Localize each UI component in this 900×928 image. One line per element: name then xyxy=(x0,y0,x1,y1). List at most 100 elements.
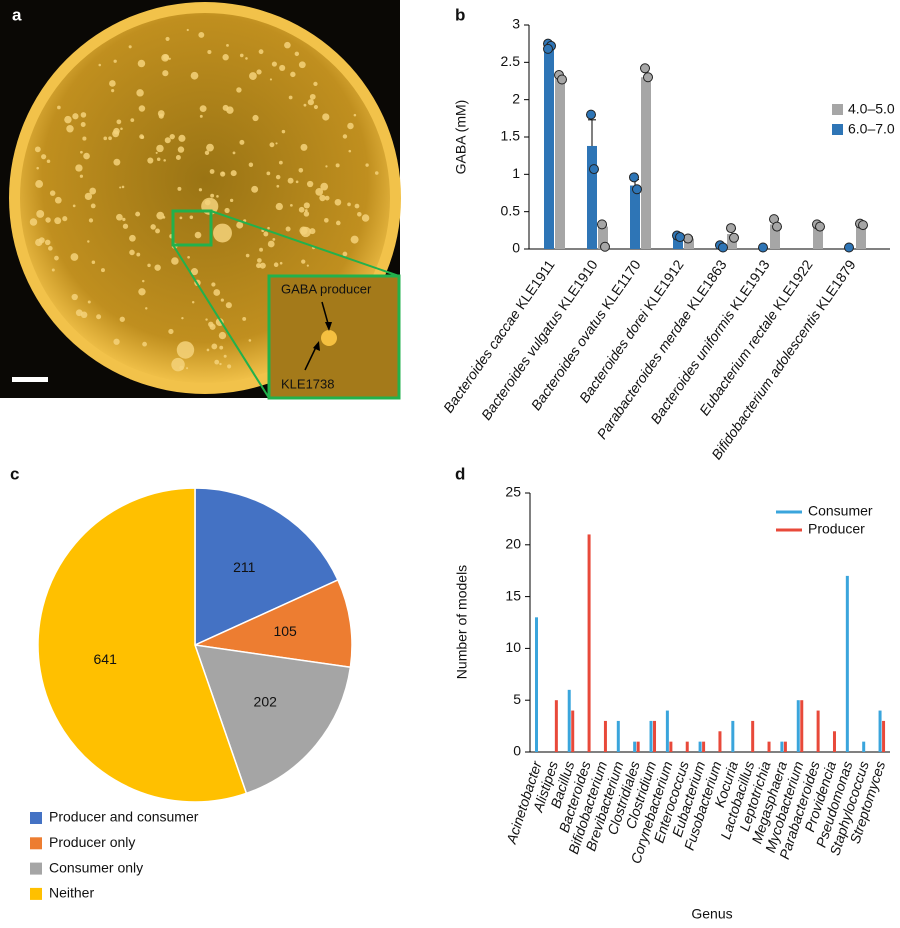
replicate-point xyxy=(597,219,607,230)
colony xyxy=(325,165,328,168)
colony xyxy=(205,318,208,321)
colony xyxy=(181,316,184,320)
bar xyxy=(816,710,820,752)
colony xyxy=(54,196,62,204)
colony xyxy=(219,345,224,350)
panel-label: d xyxy=(455,464,465,483)
colony xyxy=(157,110,165,117)
colony xyxy=(145,307,148,310)
colony xyxy=(263,231,269,237)
colony xyxy=(171,257,179,265)
colony xyxy=(62,216,68,222)
y-tick-label: 2.5 xyxy=(501,53,521,69)
legend-label: 4.0–5.0 xyxy=(848,101,895,117)
colony xyxy=(354,203,360,209)
colony xyxy=(142,279,145,283)
legend-swatch xyxy=(30,812,42,824)
colony xyxy=(194,231,202,239)
colony xyxy=(161,53,169,62)
bar xyxy=(649,720,653,752)
colony xyxy=(54,255,59,261)
bar xyxy=(702,741,706,752)
colony xyxy=(239,139,245,145)
arrow xyxy=(304,344,318,371)
colony xyxy=(162,216,166,219)
replicate-point xyxy=(758,242,768,253)
colony xyxy=(113,59,117,63)
colony xyxy=(273,262,279,268)
colony xyxy=(298,61,306,69)
colony xyxy=(303,103,307,107)
colony xyxy=(324,195,330,201)
colony xyxy=(213,289,221,296)
colony xyxy=(285,226,291,232)
colony xyxy=(271,61,277,67)
colony xyxy=(156,157,161,161)
colony xyxy=(139,134,144,139)
colony xyxy=(272,237,276,241)
colony xyxy=(227,364,232,369)
colony xyxy=(225,302,232,309)
colony xyxy=(36,166,39,170)
bar xyxy=(653,720,657,752)
colony xyxy=(222,54,229,61)
colony xyxy=(190,71,199,80)
colony xyxy=(147,157,154,164)
replicate-point xyxy=(589,164,599,175)
inset-source xyxy=(171,209,213,247)
colony xyxy=(300,143,308,151)
colony xyxy=(342,134,348,139)
annotation: GABA producer xyxy=(281,281,372,296)
colony xyxy=(357,211,362,217)
y-axis-label: Number of models xyxy=(454,565,470,679)
colony xyxy=(251,185,259,193)
colony xyxy=(119,316,125,322)
colony xyxy=(248,339,252,342)
colony xyxy=(109,80,116,87)
colony xyxy=(209,169,215,174)
colony xyxy=(87,300,91,304)
colony xyxy=(284,41,291,49)
bar xyxy=(641,77,651,250)
colony xyxy=(128,45,132,49)
colony xyxy=(190,268,199,276)
slice-label: 211 xyxy=(233,559,256,575)
colony xyxy=(276,184,280,188)
colony xyxy=(54,217,62,225)
bar xyxy=(783,741,787,752)
colony xyxy=(281,129,286,134)
colony xyxy=(135,211,141,217)
colony xyxy=(137,59,146,68)
colony xyxy=(177,146,185,153)
colony xyxy=(252,114,259,122)
colony xyxy=(309,93,316,100)
colony xyxy=(84,192,93,201)
colony xyxy=(224,207,230,214)
bar xyxy=(698,741,702,752)
colony xyxy=(257,258,262,263)
annotation: KLE1738 xyxy=(281,376,335,391)
colony xyxy=(230,170,237,177)
colony xyxy=(98,63,102,67)
colony xyxy=(116,213,123,221)
colony xyxy=(49,190,56,196)
colony xyxy=(216,195,219,198)
colony xyxy=(209,323,216,330)
legend-swatch xyxy=(30,887,42,900)
colony xyxy=(298,167,304,173)
colony xyxy=(321,330,337,346)
bar xyxy=(665,710,669,752)
colony xyxy=(45,217,51,223)
pie-slice xyxy=(194,487,339,647)
colony xyxy=(72,204,76,208)
colony xyxy=(48,246,53,251)
replicate-point xyxy=(640,63,650,74)
colony xyxy=(220,298,224,302)
colony xyxy=(175,155,181,161)
legend-swatch xyxy=(832,104,843,115)
bar xyxy=(780,741,784,752)
bar xyxy=(882,720,886,752)
bar xyxy=(832,731,836,752)
colony xyxy=(229,198,234,203)
colony xyxy=(245,253,250,258)
